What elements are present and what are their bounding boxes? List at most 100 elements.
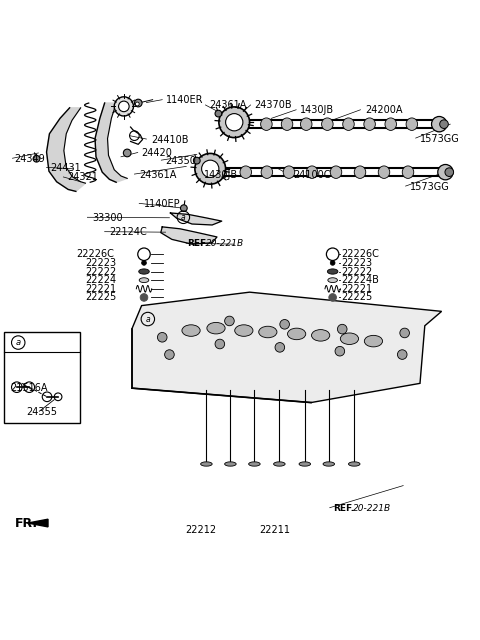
Text: 22222: 22222 [85, 266, 117, 276]
Circle shape [397, 349, 407, 360]
Circle shape [225, 316, 234, 326]
Ellipse shape [343, 118, 354, 131]
Ellipse shape [281, 118, 293, 131]
Circle shape [180, 205, 187, 211]
Text: 24321: 24321 [67, 172, 98, 182]
Text: REF.: REF. [334, 504, 355, 513]
Text: 21516A: 21516A [11, 383, 48, 393]
Ellipse shape [283, 166, 295, 179]
Ellipse shape [340, 333, 359, 344]
Ellipse shape [378, 166, 390, 179]
Ellipse shape [385, 118, 396, 131]
Text: 24349: 24349 [14, 154, 45, 164]
Text: 22223: 22223 [85, 258, 117, 268]
Ellipse shape [139, 269, 149, 274]
Text: 22224: 22224 [85, 275, 117, 285]
Ellipse shape [299, 462, 311, 466]
Text: 22221: 22221 [85, 284, 117, 294]
Circle shape [119, 101, 129, 112]
Text: 24431: 24431 [50, 163, 81, 173]
Circle shape [157, 332, 167, 342]
Circle shape [193, 157, 200, 164]
Circle shape [114, 97, 133, 116]
Polygon shape [170, 213, 222, 225]
Text: FR.: FR. [14, 516, 37, 529]
Text: 22226C: 22226C [76, 249, 114, 259]
Circle shape [134, 99, 142, 107]
Text: 24200A: 24200A [365, 105, 402, 115]
Ellipse shape [402, 166, 414, 179]
Ellipse shape [261, 166, 273, 179]
Ellipse shape [330, 166, 342, 179]
Ellipse shape [139, 278, 149, 283]
Bar [4, 332, 80, 423]
Text: 22211: 22211 [259, 525, 290, 535]
Text: 33300: 33300 [92, 212, 123, 223]
Ellipse shape [288, 328, 306, 340]
Text: 1430JB: 1430JB [300, 105, 334, 115]
Text: 24361A: 24361A [209, 100, 246, 111]
Circle shape [202, 160, 219, 177]
Text: a: a [145, 314, 150, 324]
Circle shape [195, 154, 226, 184]
Ellipse shape [240, 166, 252, 179]
Text: 22124C: 22124C [109, 227, 147, 237]
Text: 22225: 22225 [341, 292, 372, 303]
Polygon shape [47, 108, 85, 191]
Circle shape [142, 260, 146, 265]
Text: 22221: 22221 [341, 284, 372, 294]
Ellipse shape [261, 118, 272, 131]
Text: 22222: 22222 [341, 266, 372, 276]
Ellipse shape [225, 462, 236, 466]
Circle shape [275, 342, 285, 352]
Text: 22224B: 22224B [341, 275, 379, 285]
Ellipse shape [235, 325, 253, 337]
Text: REF.: REF. [187, 239, 208, 248]
Ellipse shape [274, 462, 285, 466]
Ellipse shape [354, 166, 366, 179]
Ellipse shape [328, 278, 337, 283]
Ellipse shape [182, 325, 200, 337]
Polygon shape [28, 519, 48, 527]
Circle shape [165, 349, 174, 360]
Circle shape [215, 110, 222, 117]
Circle shape [280, 319, 289, 329]
Circle shape [215, 339, 225, 349]
Ellipse shape [322, 118, 333, 131]
Circle shape [123, 149, 131, 157]
Text: 22223: 22223 [341, 258, 372, 268]
Ellipse shape [327, 269, 338, 274]
Ellipse shape [249, 462, 260, 466]
Text: 24350: 24350 [166, 156, 196, 166]
Circle shape [445, 168, 454, 177]
Text: 24410B: 24410B [151, 134, 189, 145]
Text: 1573GG: 1573GG [410, 182, 450, 191]
Text: 24370B: 24370B [254, 100, 292, 111]
Text: 20-221B: 20-221B [353, 504, 391, 513]
Circle shape [337, 324, 347, 334]
Circle shape [432, 116, 447, 132]
Text: 24420: 24420 [142, 148, 172, 158]
Text: 22212: 22212 [185, 525, 216, 535]
Circle shape [438, 164, 453, 180]
Circle shape [219, 107, 250, 138]
Circle shape [329, 294, 336, 301]
Text: 24100C: 24100C [293, 170, 330, 180]
Polygon shape [161, 227, 217, 244]
Ellipse shape [259, 326, 277, 338]
Text: 24355: 24355 [26, 407, 58, 417]
Circle shape [400, 328, 409, 338]
Circle shape [140, 294, 148, 301]
Text: 20-221B: 20-221B [206, 239, 244, 248]
Ellipse shape [312, 330, 330, 341]
Ellipse shape [201, 462, 212, 466]
Text: a: a [181, 212, 186, 222]
Polygon shape [132, 292, 442, 403]
Text: 22225: 22225 [85, 292, 117, 303]
Ellipse shape [364, 335, 383, 347]
Text: 1573GG: 1573GG [420, 134, 460, 143]
Ellipse shape [348, 462, 360, 466]
Circle shape [440, 120, 448, 129]
Circle shape [33, 156, 40, 162]
Ellipse shape [306, 166, 318, 179]
